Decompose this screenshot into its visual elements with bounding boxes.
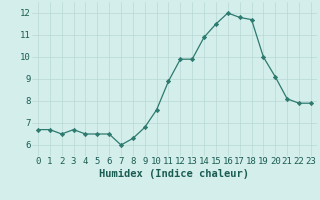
X-axis label: Humidex (Indice chaleur): Humidex (Indice chaleur) — [100, 169, 249, 179]
